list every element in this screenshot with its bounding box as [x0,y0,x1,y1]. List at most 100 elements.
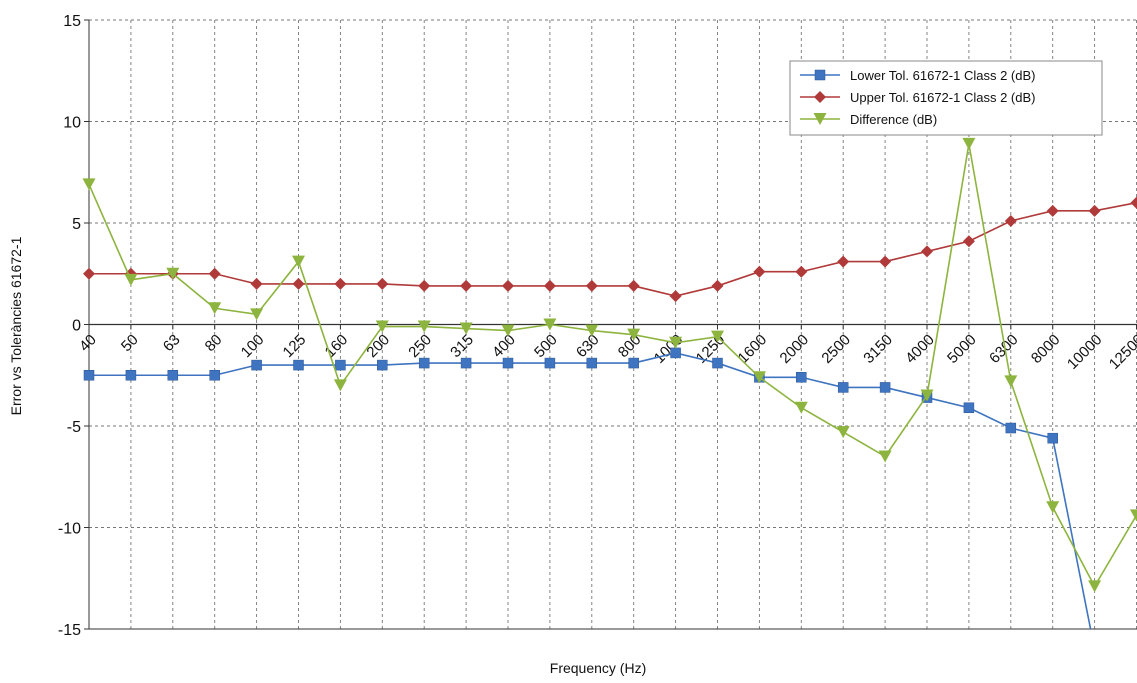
y-tick-label: 15 [63,13,81,30]
data-point-square [838,382,848,392]
y-tick-label: 5 [72,216,81,233]
x-tick-label: 160 [322,331,352,361]
data-point-square [335,360,345,370]
data-point-diamond [795,266,807,278]
y-tick-label: -15 [58,622,81,639]
data-point-square [461,358,471,368]
legend-label: Lower Tol. 61672-1 Class 2 (dB) [850,68,1035,83]
data-point-diamond [251,278,263,290]
data-point-square [1048,433,1058,443]
y-axis-ticks: -15 -10 -5 0 5 10 15 [58,13,89,639]
data-point-diamond [334,278,346,290]
data-point-diamond [921,245,933,257]
x-tick-label: 2000 [777,331,813,367]
x-tick-label: 2500 [818,331,854,367]
data-point-diamond [1005,215,1017,227]
data-point-diamond [460,280,472,292]
series-line [89,203,1137,296]
data-point-square [587,358,597,368]
series-2 [83,197,1137,302]
x-tick-label: 50 [118,331,142,355]
data-point-square [815,70,825,80]
data-point-square [629,358,639,368]
x-tick-label: 5000 [944,331,980,367]
x-tick-label: 6300 [986,331,1022,367]
series-1 [84,348,1095,649]
data-point-square [419,358,429,368]
data-point-diamond [879,256,891,268]
x-tick-label: 8000 [1028,331,1064,367]
data-point-square [84,370,94,380]
data-point-square [503,358,513,368]
x-tick-label: 630 [573,331,603,361]
y-tick-label: -10 [58,521,81,538]
series [83,138,1137,649]
series-3 [83,138,1137,593]
data-point-diamond [376,278,388,290]
y-tick-label: 0 [72,318,81,335]
data-point-diamond [586,280,598,292]
x-tick-label: 500 [531,331,561,361]
x-tick-label: 400 [489,331,519,361]
data-point-square [168,370,178,380]
data-point-triangle [879,450,892,462]
data-point-square [713,358,723,368]
legend-label: Difference (dB) [850,112,937,127]
x-tick-label: 100 [238,331,268,361]
data-point-diamond [1047,205,1059,217]
data-point-diamond [502,280,514,292]
data-point-square [294,360,304,370]
data-point-diamond [628,280,640,292]
data-point-diamond [963,235,975,247]
data-point-diamond [753,266,765,278]
legend: Lower Tol. 61672-1 Class 2 (dB) Upper Tol… [790,61,1102,135]
x-tick-label: 125 [280,331,310,361]
x-tick-label: 250 [405,331,435,361]
x-tick-label: 3150 [860,331,896,367]
data-point-diamond [1089,205,1101,217]
x-tick-label: 80 [202,331,226,355]
data-point-diamond [1131,197,1137,209]
data-point-square [671,348,681,358]
data-point-diamond [83,268,95,280]
data-point-triangle [962,138,975,150]
x-tick-label: 1000 [651,331,687,367]
data-point-triangle [83,178,96,190]
data-point-square [964,403,974,413]
data-point-diamond [544,280,556,292]
x-tick-label: 1600 [735,331,771,367]
data-point-triangle [837,426,850,438]
data-point-diamond [837,256,849,268]
x-tick-label: 63 [160,331,184,355]
y-tick-label: 10 [63,115,81,132]
data-point-square [377,360,387,370]
data-point-triangle [334,379,347,391]
data-point-triangle [1088,580,1101,592]
data-point-triangle [795,402,808,414]
data-point-square [796,372,806,382]
x-tick-label: 315 [447,331,477,361]
x-tick-label: 10000 [1064,331,1106,373]
data-point-triangle [1046,501,1059,513]
legend-label: Upper Tol. 61672-1 Class 2 (dB) [850,90,1035,105]
data-point-square [126,370,136,380]
data-point-diamond [712,280,724,292]
series-line [89,144,1137,587]
x-tick-label: 40 [76,331,100,355]
data-point-triangle [1004,375,1017,387]
data-point-diamond [670,290,682,302]
data-point-diamond [209,268,221,280]
y-axis-label: Error vs Toleràncies 61672-1 [8,236,24,415]
y-tick-label: -5 [67,419,81,436]
x-axis-label: Frequency (Hz) [550,660,646,676]
data-point-diamond [418,280,430,292]
data-point-square [210,370,220,380]
data-point-square [880,382,890,392]
data-point-square [1006,423,1016,433]
x-tick-label: 12500 [1106,331,1137,373]
data-point-diamond [293,278,305,290]
data-point-square [545,358,555,368]
data-point-triangle [292,256,305,268]
